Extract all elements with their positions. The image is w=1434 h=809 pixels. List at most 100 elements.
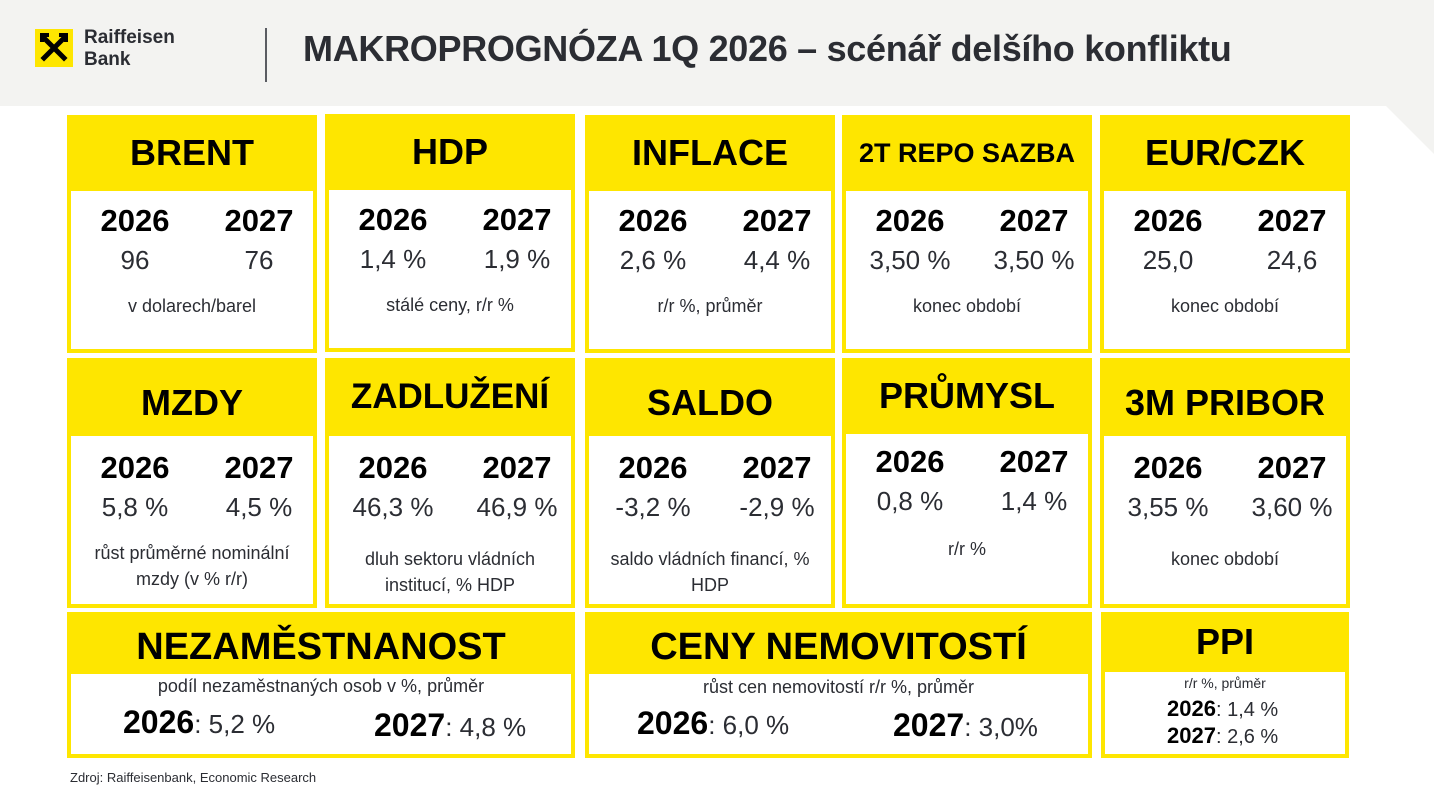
card-note: konec období — [1170, 296, 1280, 316]
raiffeisen-logo-icon — [35, 29, 73, 67]
year-2026: 2026 — [875, 203, 945, 238]
value-2027-text: : 3,0% — [964, 712, 1038, 742]
card-note: dluh sektoru vládních institucí, % HDP — [364, 549, 536, 595]
card-title: MZDY — [141, 382, 243, 423]
year-2027: 2027 — [374, 707, 446, 743]
value-2027: 2027: 3,0% — [893, 707, 1038, 744]
card-ppi: PPI r/r %, průměr 2026: 1,4 % 2027: 2,6 … — [1101, 612, 1349, 758]
value-2026: 96 — [120, 245, 150, 275]
card-note: r/r %, průměr — [1184, 675, 1266, 691]
value-2026-text: : 6,0 % — [708, 710, 790, 740]
value-2026: 46,3 % — [352, 492, 434, 522]
year-2026: 2026 — [358, 202, 428, 237]
year-2027: 2027 — [742, 450, 812, 485]
value-2026: 1,4 % — [359, 244, 427, 274]
header-band — [0, 0, 1434, 106]
card-note: r/r %, průměr — [657, 296, 763, 316]
card-note: saldo vládních financí, % HDP — [610, 549, 810, 595]
year-2026: 2026 — [1133, 203, 1203, 238]
value-2027: -2,9 % — [739, 492, 815, 522]
card-title: PRŮMYSL — [878, 375, 1055, 416]
card-title: SALDO — [647, 382, 773, 423]
year-2026: 2026 — [637, 705, 709, 741]
value-2027: 46,9 % — [476, 492, 558, 522]
value-2027: 2027: 4,8 % — [374, 707, 526, 744]
card-note: růst průměrné nominální mzdy (v % r/r) — [94, 543, 290, 589]
value-2027-text: : 2,6 % — [1215, 726, 1279, 748]
year-2027: 2027 — [482, 202, 552, 237]
decorative-corner — [1386, 106, 1434, 154]
year-2027: 2027 — [224, 450, 294, 485]
year-2027: 2027 — [893, 707, 965, 743]
value-2026: 25,0 — [1142, 245, 1194, 275]
value-2027: 2027: 2,6 % — [1167, 723, 1278, 749]
card-title: PPI — [1195, 621, 1255, 662]
card-title: EUR/CZK — [1145, 132, 1305, 173]
year-2027: 2027 — [1257, 450, 1327, 485]
year-2027: 2027 — [482, 450, 552, 485]
value-2026-text: : 1,4 % — [1215, 699, 1279, 721]
card-note: konec období — [912, 296, 1022, 316]
card-note: r/r % — [948, 539, 986, 559]
card-title: 3M PRIBOR — [1124, 382, 1326, 423]
value-2027: 4,5 % — [225, 492, 293, 522]
card-mzdy: MZDY 2026 2027 5,8 % 4,5 % růst průměrné… — [67, 358, 317, 608]
card-repo: 2T REPO SAZBA 2026 2027 3,50 % 3,50 % ko… — [842, 115, 1092, 353]
value-2026: 2026: 1,4 % — [1167, 696, 1278, 722]
card-note: konec období — [1170, 549, 1280, 569]
year-2026: 2026 — [1133, 450, 1203, 485]
year-2027: 2027 — [999, 444, 1069, 479]
value-2026: 3,55 % — [1127, 492, 1209, 522]
card-eurczk: EUR/CZK 2026 2027 25,0 24,6 konec období — [1100, 115, 1350, 353]
value-2026: -3,2 % — [615, 492, 691, 522]
year-2026: 2026 — [123, 704, 195, 740]
value-2026: 0,8 % — [876, 486, 944, 516]
card-title: HDP — [411, 131, 488, 172]
card-nezamestnanost: NEZAMĚSTNANOST podíl nezaměstnaných osob… — [67, 612, 575, 758]
value-2026: 2026: 5,2 % — [123, 704, 275, 741]
brand-line-2: Bank — [84, 49, 131, 70]
value-2027: 24,6 — [1266, 245, 1318, 275]
card-hdp: HDP 2026 2027 1,4 % 1,9 % stálé ceny, r/… — [325, 114, 575, 352]
value-2026-text: : 5,2 % — [194, 709, 276, 739]
year-2027: 2027 — [999, 203, 1069, 238]
source-note: Zdroj: Raiffeisenbank, Economic Research — [70, 770, 317, 785]
year-2027: 2027 — [1167, 723, 1216, 748]
year-2027: 2027 — [1257, 203, 1327, 238]
page-title: MAKROPROGNÓZA 1Q 2026 – scénář delšího k… — [303, 28, 1232, 69]
card-note: stálé ceny, r/r % — [386, 295, 514, 315]
value-2027: 3,50 % — [993, 245, 1075, 275]
card-brent: BRENT 2026 2027 96 76 v dolarech/barel — [67, 115, 317, 353]
card-note: podíl nezaměstnaných osob v %, průměr — [157, 676, 485, 696]
value-2027: 1,9 % — [483, 244, 551, 274]
card-title: CENY NEMOVITOSTÍ — [650, 625, 1027, 668]
value-2027: 76 — [244, 245, 274, 275]
card-pribor: 3M PRIBOR 2026 2027 3,55 % 3,60 % konec … — [1100, 358, 1350, 608]
card-title: BRENT — [130, 132, 254, 173]
card-title: 2T REPO SAZBA — [858, 137, 1076, 168]
year-2026: 2026 — [358, 450, 428, 485]
value-2027: 3,60 % — [1251, 492, 1333, 522]
year-2027: 2027 — [224, 203, 294, 238]
value-2026: 2,6 % — [619, 245, 687, 275]
card-zadluzeni: ZADLUŽENÍ 2026 2027 46,3 % 46,9 % dluh s… — [325, 358, 575, 608]
card-saldo: SALDO 2026 2027 -3,2 % -2,9 % saldo vlád… — [585, 358, 835, 608]
brand-line-1: Raiffeisen — [84, 27, 175, 48]
year-2026: 2026 — [875, 444, 945, 479]
year-2026: 2026 — [1167, 696, 1216, 721]
card-title: ZADLUŽENÍ — [350, 377, 550, 416]
value-2027: 4,4 % — [743, 245, 811, 275]
value-2027: 1,4 % — [1000, 486, 1068, 516]
card-prumysl: PRŮMYSL 2026 2027 0,8 % 1,4 % r/r % — [842, 358, 1092, 608]
card-title: INFLACE — [632, 132, 788, 173]
year-2026: 2026 — [100, 450, 170, 485]
value-2027-text: : 4,8 % — [445, 712, 527, 742]
value-2026: 5,8 % — [101, 492, 169, 522]
brand-name: Raiffeisen Bank — [84, 27, 175, 71]
card-title: NEZAMĚSTNANOST — [136, 625, 506, 668]
year-2027: 2027 — [742, 203, 812, 238]
card-inflace: INFLACE 2026 2027 2,6 % 4,4 % r/r %, prů… — [585, 115, 835, 353]
header-divider — [265, 28, 267, 82]
value-2026: 3,50 % — [869, 245, 951, 275]
year-2026: 2026 — [618, 450, 688, 485]
